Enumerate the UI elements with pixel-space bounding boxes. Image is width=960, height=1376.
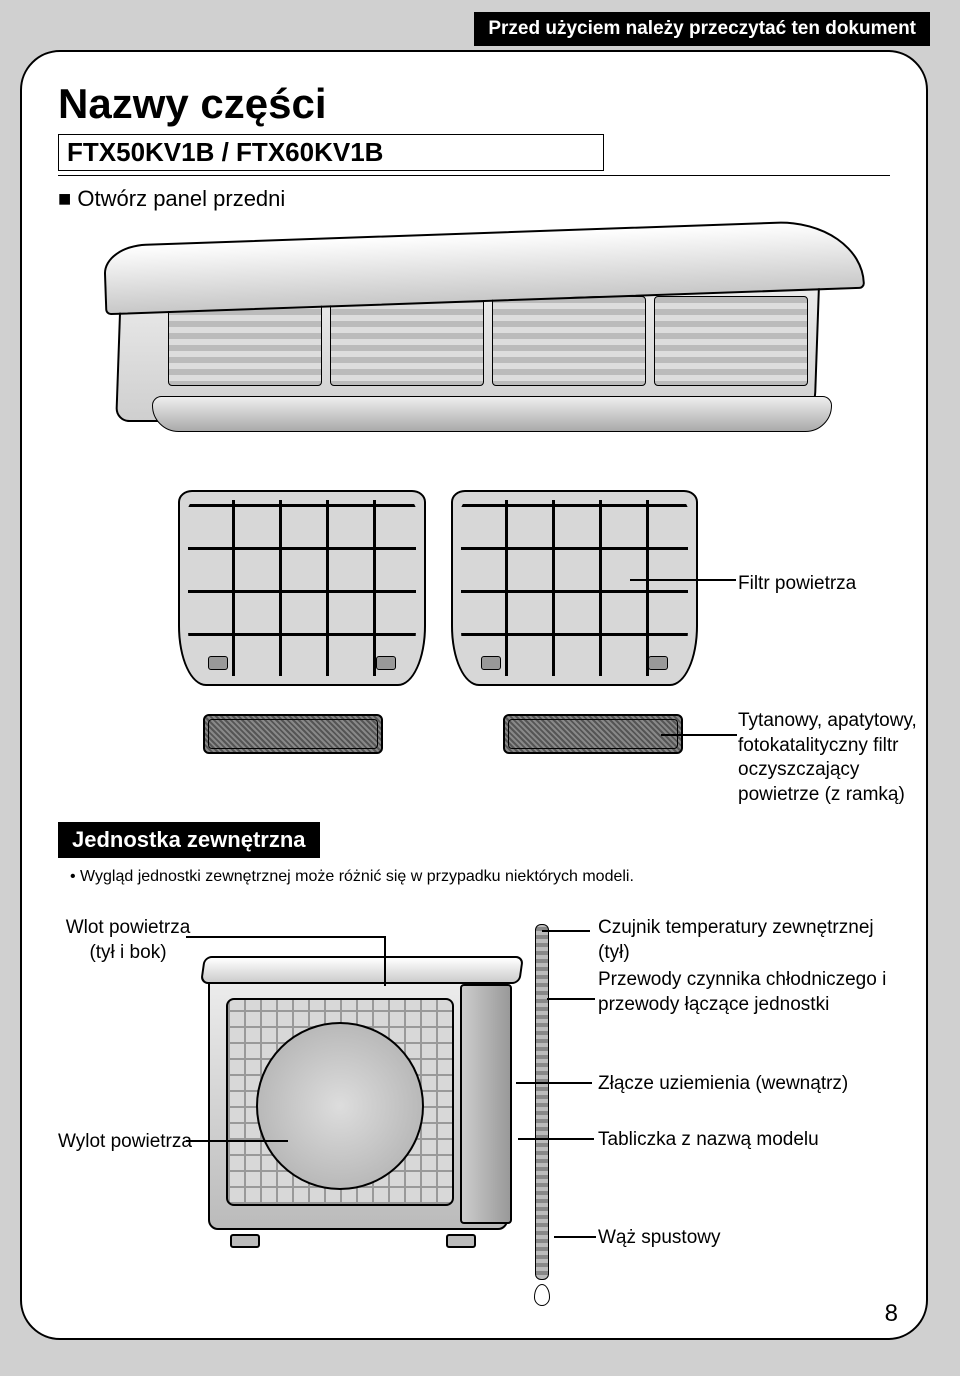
air-filters-illustration <box>178 490 698 686</box>
header-banner: Przed użyciem należy przeczytać ten doku… <box>474 12 930 46</box>
callout-line <box>547 998 595 1000</box>
deodorizing-filters-illustration <box>203 714 683 762</box>
callout-line <box>516 1082 592 1084</box>
deodorizing-filter-label: Tytanowy, apatytowy, fotokatalityczny fi… <box>738 709 938 808</box>
outdoor-unit-illustration <box>208 940 528 1240</box>
temp-sensor-label: Czujnik temperatury zewnętrznej (tył) <box>598 916 878 965</box>
model-box: FTX50KV1B / FTX60KV1B <box>58 134 604 171</box>
outdoor-section-title: Jednostka zewnętrzna <box>58 822 320 858</box>
air-filter-label: Filtr powietrza <box>738 572 856 597</box>
instruction-text: Otwórz panel przedni <box>58 186 890 212</box>
callout-line <box>384 936 386 986</box>
callout-line <box>518 1138 594 1140</box>
indoor-unit-illustration <box>108 234 848 454</box>
pipe-illustration <box>520 924 562 1304</box>
callout-line <box>661 734 737 736</box>
nameplate-label: Tabliczka z nazwą modelu <box>598 1128 819 1153</box>
earth-terminal-label: Złącze uziemienia (wewnątrz) <box>598 1072 848 1097</box>
outdoor-diagram: Wlot powietrza (tył i bok) Wylot powietr… <box>58 900 890 1320</box>
page-title: Nazwy części <box>58 80 890 128</box>
air-outlet-label: Wylot powietrza <box>58 1130 192 1155</box>
air-inlet-label: Wlot powietrza (tył i bok) <box>58 916 198 965</box>
callout-line <box>554 1236 596 1238</box>
callout-line <box>186 936 386 938</box>
callout-line <box>542 930 590 932</box>
refrigerant-pipes-label: Przewody czynnika chłodniczego i przewod… <box>598 968 888 1017</box>
divider <box>58 175 890 176</box>
indoor-diagram: Filtr powietrza Tytanowy, apatytowy, fot… <box>58 222 890 782</box>
page-card: Nazwy części FTX50KV1B / FTX60KV1B Otwór… <box>20 50 928 1340</box>
callout-line <box>186 1140 288 1142</box>
outdoor-note: Wygląd jednostki zewnętrznej może różnić… <box>70 868 890 886</box>
drain-hose-label: Wąż spustowy <box>598 1226 720 1251</box>
callout-line <box>630 579 736 581</box>
page-number: 8 <box>885 1300 898 1328</box>
